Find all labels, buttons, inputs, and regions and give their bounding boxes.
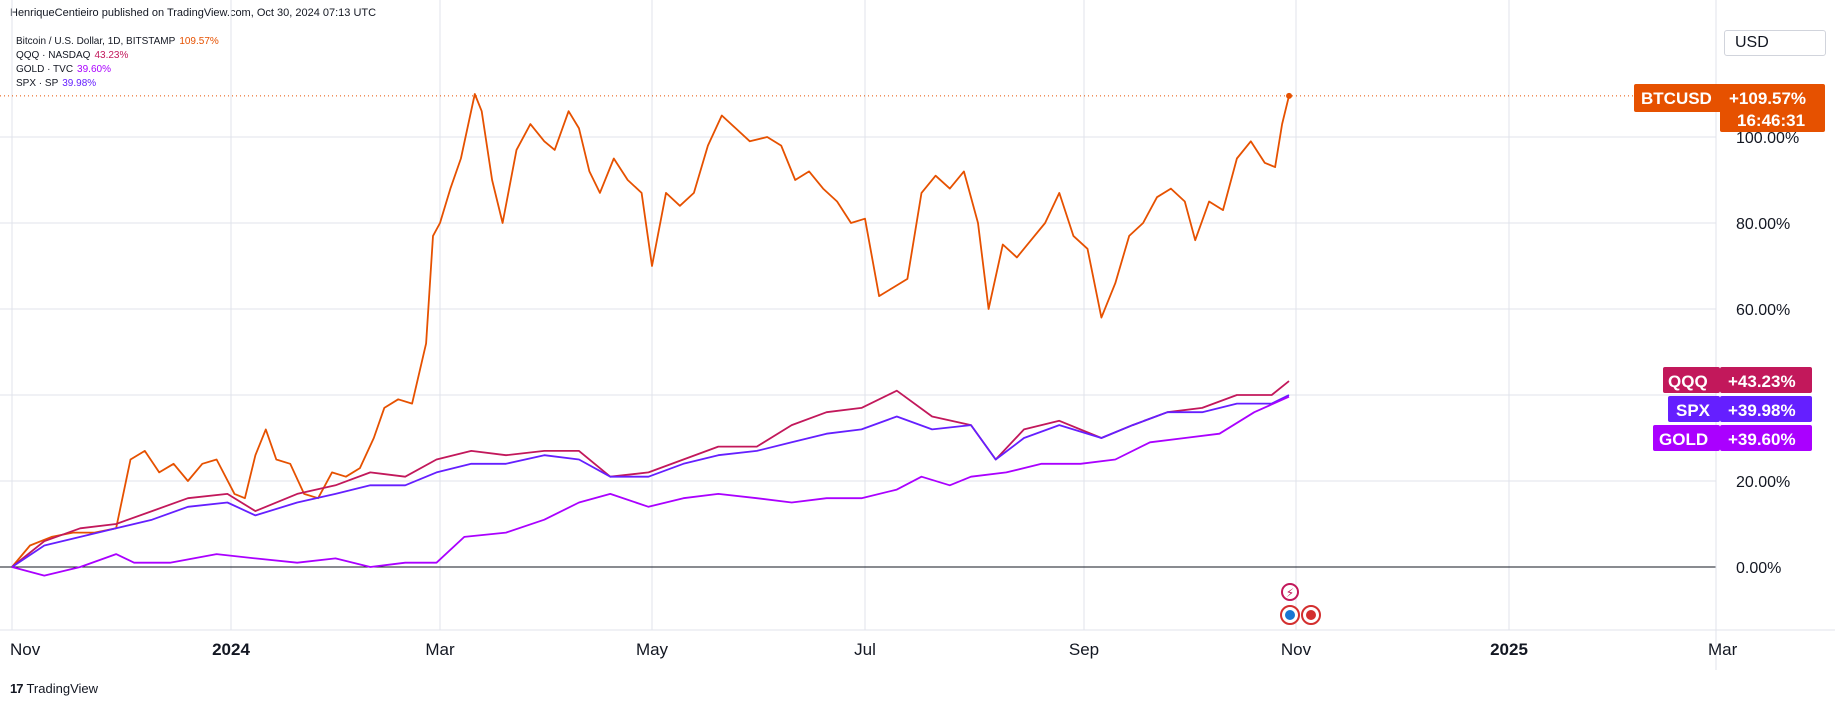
y-axis: 100.00% 80.00% 60.00% 20.00% 0.00% bbox=[1736, 130, 1799, 577]
legend-item-spx[interactable]: SPX · SP 39.98% bbox=[16, 77, 219, 91]
gold-name-tag-label: GOLD bbox=[1659, 430, 1708, 449]
legend-label: Bitcoin / U.S. Dollar, 1D, BITSTAMP bbox=[16, 36, 176, 47]
spx-name-tag bbox=[1668, 396, 1720, 422]
legend-item-gold[interactable]: GOLD · TVC 39.60% bbox=[16, 63, 219, 77]
legend-value: 109.57% bbox=[179, 36, 219, 47]
x-tick-label: 2024 bbox=[212, 640, 250, 659]
qqq-name-tag bbox=[1663, 367, 1720, 393]
gold-name-tag bbox=[1653, 425, 1720, 451]
y-tick-label: 100.00% bbox=[1736, 130, 1799, 147]
tradingview-mark-icon: 17 bbox=[10, 681, 24, 696]
x-tick-label: 2025 bbox=[1490, 640, 1528, 659]
x-axis: Nov 2024 Mar May Jul Sep Nov 2025 Mar bbox=[10, 640, 1738, 659]
gold-value-tag-label: +39.60% bbox=[1728, 430, 1796, 449]
legend-item-btc[interactable]: Bitcoin / U.S. Dollar, 1D, BITSTAMP 109.5… bbox=[16, 35, 219, 49]
tradingview-logo[interactable]: 17 TradingView bbox=[10, 681, 98, 696]
legend-value: 39.60% bbox=[77, 64, 111, 75]
series-legend: Bitcoin / U.S. Dollar, 1D, BITSTAMP 109.5… bbox=[16, 35, 219, 91]
event-markers[interactable]: ⚡ bbox=[1280, 583, 1321, 625]
y-tick-label: 20.00% bbox=[1736, 474, 1790, 491]
y-tick-label: 80.00% bbox=[1736, 216, 1790, 233]
spx-value-tag bbox=[1720, 396, 1812, 422]
x-tick-label: Mar bbox=[1708, 640, 1738, 659]
btc-countdown-label: 16:46:31 bbox=[1737, 111, 1805, 130]
publisher-credit: HenriqueCentieiro published on TradingVi… bbox=[10, 7, 377, 19]
legend-label: SPX · SP bbox=[16, 78, 59, 89]
y-tick-label: 0.00% bbox=[1736, 560, 1781, 577]
btc-name-tag-label: BTCUSD bbox=[1641, 89, 1712, 108]
btc-last-point bbox=[1286, 92, 1293, 99]
x-tick-label: Nov bbox=[1281, 640, 1312, 659]
btc-value-tag-label: +109.57% bbox=[1729, 89, 1806, 108]
series-line-spx[interactable] bbox=[11, 394, 1290, 568]
qqq-name-tag-label: QQQ bbox=[1668, 372, 1708, 391]
x-tick-label: Mar bbox=[425, 640, 455, 659]
x-tick-label: Jul bbox=[854, 640, 876, 659]
x-tick-label: May bbox=[636, 640, 669, 659]
qqq-value-tag bbox=[1720, 367, 1812, 393]
grid-lines bbox=[0, 0, 1835, 670]
btc-value-tag bbox=[1720, 84, 1825, 132]
us-flag-icon-center bbox=[1285, 610, 1295, 620]
event-flash-icon[interactable] bbox=[1281, 583, 1299, 601]
event-flash-glyph: ⚡ bbox=[1286, 586, 1294, 600]
btc-name-tag bbox=[1634, 84, 1724, 112]
series-layer bbox=[11, 92, 1293, 577]
x-tick-label: Nov bbox=[10, 640, 41, 659]
gold-value-tag bbox=[1720, 425, 1812, 451]
legend-item-qqq[interactable]: QQQ · NASDAQ 43.23% bbox=[16, 49, 219, 63]
series-line-btc[interactable] bbox=[11, 93, 1290, 568]
tradingview-brand: TradingView bbox=[26, 681, 99, 696]
currency-selector[interactable]: USD bbox=[1724, 30, 1826, 56]
us-flag-icon-center bbox=[1306, 610, 1316, 620]
series-line-gold[interactable] bbox=[11, 395, 1290, 577]
legend-value: 43.23% bbox=[94, 50, 129, 61]
spx-value-tag-label: +39.98% bbox=[1728, 401, 1796, 420]
series-line-qqq[interactable] bbox=[11, 380, 1290, 568]
price-tags: BTCUSD +109.57% 16:46:31 QQQ +43.23% SPX +39.9… bbox=[1634, 84, 1825, 451]
y-tick-label: 60.00% bbox=[1736, 302, 1790, 319]
legend-value: 39.98% bbox=[62, 78, 97, 89]
legend-label: GOLD · TVC bbox=[16, 64, 74, 75]
x-tick-label: Sep bbox=[1069, 640, 1099, 659]
legend-label: QQQ · NASDAQ bbox=[16, 50, 91, 61]
spx-name-tag-label: SPX bbox=[1676, 401, 1711, 420]
qqq-value-tag-label: +43.23% bbox=[1728, 372, 1796, 391]
